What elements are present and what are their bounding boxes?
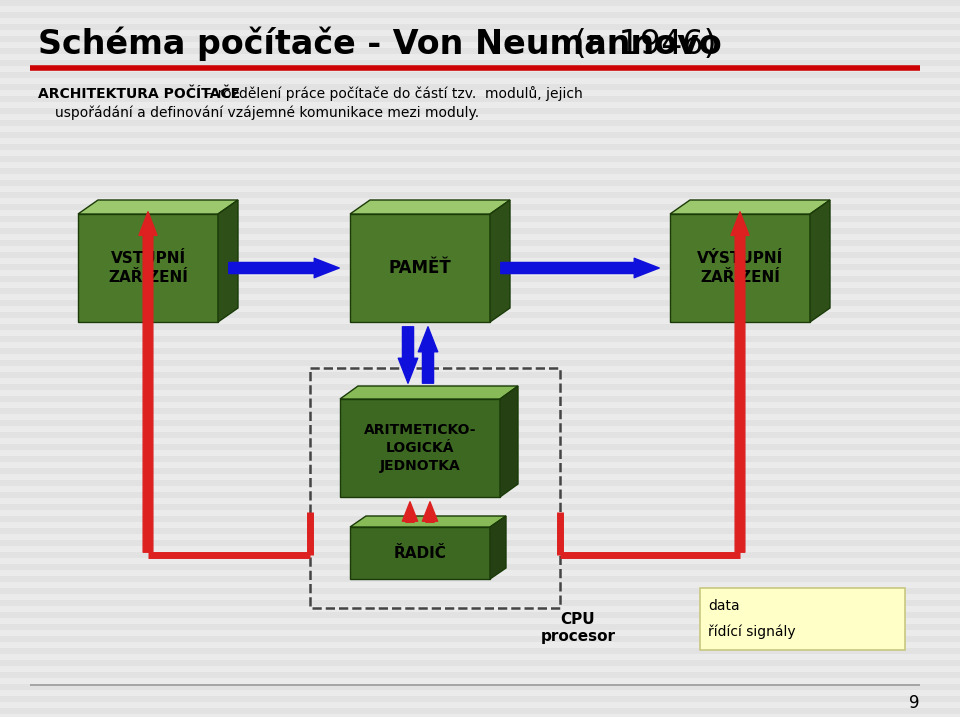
- Bar: [0, 120, 960, 126]
- Bar: [0, 180, 960, 186]
- Text: 9: 9: [909, 694, 920, 712]
- Bar: [340, 399, 500, 497]
- Bar: [0, 420, 960, 426]
- Bar: [0, 312, 960, 318]
- Bar: [350, 527, 490, 579]
- Bar: [0, 540, 960, 546]
- Bar: [0, 516, 960, 522]
- Bar: [0, 108, 960, 114]
- Bar: [0, 408, 960, 414]
- Bar: [0, 432, 960, 438]
- Bar: [0, 252, 960, 258]
- Bar: [0, 24, 960, 30]
- Bar: [0, 288, 960, 294]
- Polygon shape: [810, 200, 830, 322]
- Text: ARCHITEKTURA POČÍTAČE: ARCHITEKTURA POČÍTAČE: [38, 87, 240, 101]
- Bar: [0, 48, 960, 54]
- Bar: [0, 480, 960, 486]
- Bar: [78, 214, 218, 322]
- Bar: [700, 588, 905, 650]
- Polygon shape: [490, 200, 510, 322]
- Polygon shape: [490, 516, 506, 579]
- Bar: [0, 132, 960, 138]
- Bar: [0, 240, 960, 246]
- Bar: [0, 264, 960, 270]
- Bar: [0, 396, 960, 402]
- Bar: [0, 564, 960, 570]
- Polygon shape: [340, 386, 518, 399]
- Bar: [0, 156, 960, 162]
- Bar: [0, 276, 960, 282]
- Bar: [0, 12, 960, 18]
- Bar: [0, 60, 960, 66]
- Bar: [0, 360, 960, 366]
- Bar: [0, 192, 960, 198]
- Bar: [670, 214, 810, 322]
- Bar: [0, 36, 960, 42]
- Bar: [0, 576, 960, 582]
- Bar: [0, 84, 960, 90]
- Bar: [0, 708, 960, 714]
- Bar: [0, 456, 960, 462]
- Bar: [0, 552, 960, 558]
- Bar: [0, 444, 960, 450]
- Bar: [0, 372, 960, 378]
- Bar: [0, 216, 960, 222]
- Text: data: data: [708, 599, 739, 613]
- Bar: [0, 324, 960, 330]
- Text: Schéma počítače - Von Neumannovo: Schéma počítače - Von Neumannovo: [38, 27, 722, 61]
- Bar: [310, 368, 560, 608]
- Bar: [0, 684, 960, 690]
- Text: (r. 1946): (r. 1946): [563, 27, 716, 60]
- Polygon shape: [500, 386, 518, 497]
- Bar: [0, 600, 960, 606]
- Bar: [0, 696, 960, 702]
- Bar: [0, 624, 960, 630]
- Text: – rozdělení práce počítače do částí tzv.  modulů, jejich: – rozdělení práce počítače do částí tzv.…: [202, 87, 583, 102]
- Bar: [0, 228, 960, 234]
- Bar: [0, 648, 960, 654]
- Polygon shape: [670, 200, 830, 214]
- Bar: [350, 214, 490, 322]
- Bar: [0, 492, 960, 498]
- Bar: [0, 336, 960, 342]
- Bar: [0, 612, 960, 618]
- Bar: [0, 528, 960, 534]
- Bar: [0, 504, 960, 510]
- Text: PAMĚŤ: PAMĚŤ: [389, 259, 451, 277]
- Bar: [0, 72, 960, 78]
- Text: CPU
procesor: CPU procesor: [540, 612, 615, 644]
- Bar: [0, 384, 960, 390]
- Bar: [0, 96, 960, 102]
- Text: ARITMETICKO-
LOGICKÁ
JEDNOTKA: ARITMETICKO- LOGICKÁ JEDNOTKA: [364, 423, 476, 473]
- Bar: [0, 204, 960, 210]
- Polygon shape: [78, 200, 238, 214]
- Text: řídící signály: řídící signály: [708, 625, 796, 640]
- Bar: [0, 144, 960, 150]
- Bar: [0, 660, 960, 666]
- Text: uspořádání a definování vzájemné komunikace mezi moduly.: uspořádání a definování vzájemné komunik…: [55, 105, 479, 120]
- Text: VÝSTUPNÍ
ZAŘÍZENÍ: VÝSTUPNÍ ZAŘÍZENÍ: [697, 251, 783, 285]
- Bar: [0, 300, 960, 306]
- Bar: [0, 672, 960, 678]
- Polygon shape: [350, 516, 506, 527]
- Text: VSTUPNÍ
ZAŘÍZENÍ: VSTUPNÍ ZAŘÍZENÍ: [108, 251, 188, 285]
- Bar: [0, 0, 960, 6]
- Bar: [0, 348, 960, 354]
- Bar: [0, 636, 960, 642]
- Polygon shape: [218, 200, 238, 322]
- Bar: [0, 168, 960, 174]
- Polygon shape: [350, 200, 510, 214]
- Text: ŘADIČ: ŘADIČ: [394, 546, 446, 561]
- Bar: [0, 588, 960, 594]
- Bar: [0, 468, 960, 474]
